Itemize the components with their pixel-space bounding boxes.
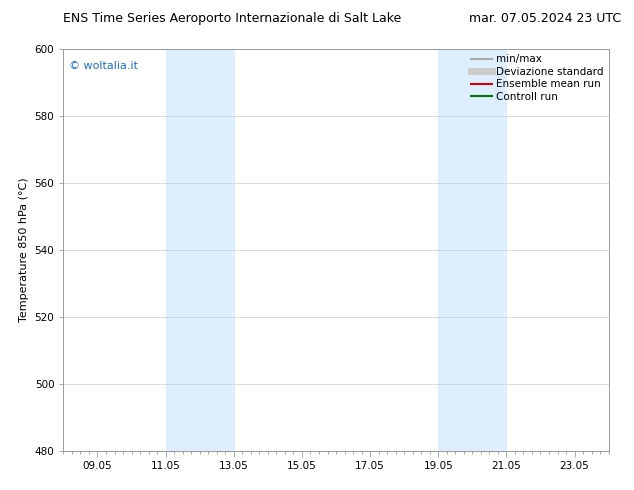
Bar	[165, 49, 234, 451]
Text: ENS Time Series Aeroporto Internazionale di Salt Lake: ENS Time Series Aeroporto Internazionale…	[63, 12, 402, 25]
Bar	[438, 49, 507, 451]
Text: © woltalia.it: © woltalia.it	[69, 61, 138, 71]
Text: mar. 07.05.2024 23 UTC: mar. 07.05.2024 23 UTC	[469, 12, 621, 25]
Y-axis label: Temperature 850 hPa (°C): Temperature 850 hPa (°C)	[19, 177, 29, 322]
Legend: min/max, Deviazione standard, Ensemble mean run, Controll run: min/max, Deviazione standard, Ensemble m…	[469, 52, 605, 104]
